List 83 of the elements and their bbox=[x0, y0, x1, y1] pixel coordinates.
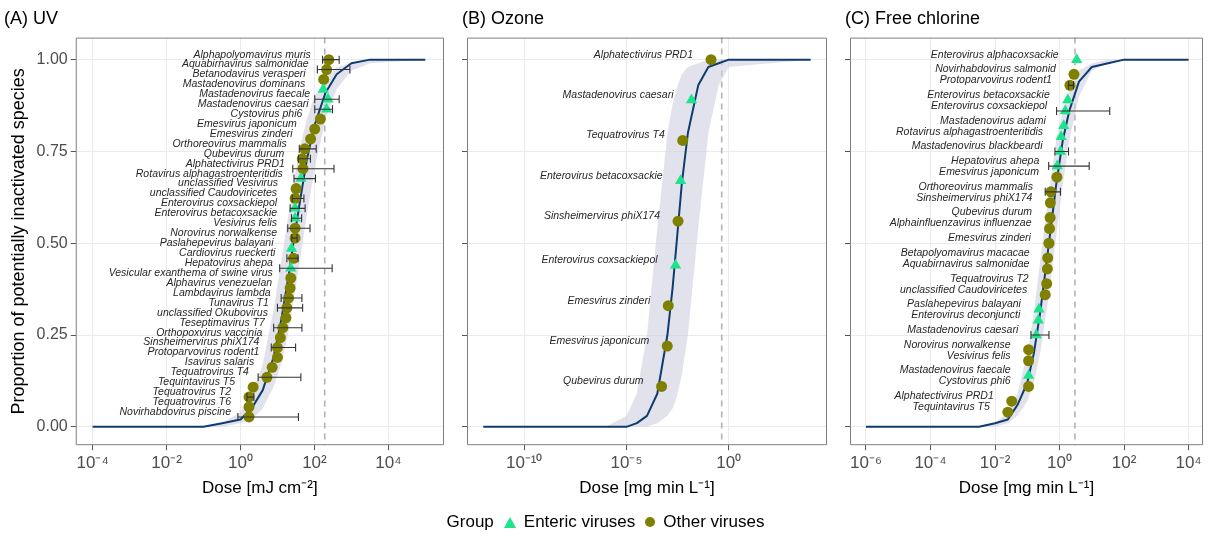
annotation: Orthoreovirus mammalis bbox=[172, 136, 288, 149]
annotation: unclassified Caudoviricetes bbox=[149, 186, 278, 199]
x-tick-label: 10⁰ bbox=[716, 453, 742, 473]
annotation: Alphatectivirus PRD1 bbox=[893, 389, 994, 402]
annotation: Sinsheimervirus phiX174 bbox=[916, 190, 1033, 203]
x-tick-label: 10⁻⁴ bbox=[76, 453, 109, 473]
annotation: Protoparvovirus rodent1 bbox=[939, 73, 1052, 86]
annotation: Tequintavirus T5 bbox=[912, 400, 990, 413]
annotation: Emesvirus japonicum bbox=[549, 333, 650, 346]
x-tick-label: 10⁴ bbox=[1175, 453, 1202, 473]
y-axis-title: Proportion of potentially inactivated species bbox=[7, 68, 28, 415]
annotation: Enterovirus coxsackiepol bbox=[541, 253, 659, 266]
annotation: Enterovirus deconjuncti bbox=[911, 308, 1021, 321]
annotation: Mastadenovirus dominans bbox=[182, 77, 307, 90]
annotation: Novirhabdovirus salmonid bbox=[935, 62, 1058, 75]
annotation: Vesivirus felis bbox=[946, 348, 1012, 361]
annotation: Isavirus salaris bbox=[184, 355, 255, 368]
annotation: Paslahepevirus balayani bbox=[907, 297, 1022, 310]
annotation: Alphainfluenzavirus influenzae bbox=[888, 216, 1032, 229]
annotation: Enterovirus coxsackiepol bbox=[931, 98, 1048, 111]
annotation: Cystovirus phi6 bbox=[938, 374, 1011, 387]
chart-title: (C) Free chlorine bbox=[845, 7, 981, 28]
annotation: Mastadenovirus adami bbox=[940, 113, 1047, 126]
annotation: unclassified Okubovirus bbox=[157, 305, 269, 318]
annotation: Protoparvovirus rodent1 bbox=[147, 345, 260, 358]
annotation: Enterovirus alphacoxsackie bbox=[930, 47, 1059, 60]
annotation: Enterovirus betacoxsackie bbox=[927, 87, 1050, 100]
y-tick-label: 0.00 bbox=[36, 417, 68, 435]
annotation: Tequatrovirus T2 bbox=[950, 271, 1029, 284]
annotation: Tunavirus T1 bbox=[208, 295, 269, 308]
annotation: Sinsheimervirus phiX174 bbox=[543, 209, 661, 222]
annotation: Paslahepevirus balayani bbox=[159, 236, 275, 249]
annotation: Qubevirus durum bbox=[563, 374, 644, 387]
annotation: Norovirus norwalkense bbox=[903, 337, 1011, 350]
annotation: Vesicular exanthema of swine virus bbox=[108, 266, 274, 279]
annotation: Mastadenovirus blackbeardi bbox=[911, 139, 1044, 152]
annotation: Tequatrovirus T4 bbox=[170, 365, 250, 378]
annotation: Hepatovirus ahepa bbox=[951, 154, 1040, 167]
legend-label: Other viruses bbox=[663, 512, 765, 532]
annotation: Tequatrovirus T4 bbox=[586, 128, 665, 141]
legend-label: Enteric viruses bbox=[523, 512, 636, 532]
annotation: Alphapolyomavirus muris bbox=[192, 47, 312, 60]
annotation: Emesvirus zinderi bbox=[567, 293, 651, 306]
x-tick-label: 10⁻⁵ bbox=[610, 453, 643, 473]
chart-title: (B) Ozone bbox=[462, 7, 545, 28]
x-tick-label: 10² bbox=[302, 453, 328, 473]
x-tick-label: 10⁻⁴ bbox=[914, 453, 947, 473]
annotation: Orthoreovirus mammalis bbox=[918, 179, 1034, 192]
x-tick-label: 10⁻² bbox=[979, 453, 1011, 473]
x-tick-label: 10⁻² bbox=[151, 453, 183, 473]
x-tick-label: 10⁻¹⁰ bbox=[505, 453, 543, 473]
annotation: Hepatovirus ahepa bbox=[184, 256, 273, 269]
x-tick-label: 10⁰ bbox=[228, 453, 253, 473]
x-tick-label: 10⁴ bbox=[375, 453, 402, 473]
y-tick-label: 1.00 bbox=[36, 50, 68, 68]
annotation: Mastadenovirus caesari bbox=[197, 97, 310, 110]
y-tick-label: 0.25 bbox=[36, 325, 68, 343]
x-axis-title: Dose [mg min L⁻¹] bbox=[958, 478, 1095, 498]
annotation: Qubevirus durum bbox=[951, 205, 1033, 218]
annotation: Emesvirus japonicum bbox=[939, 165, 1040, 178]
annotation: Enterovirus coxsackiepol bbox=[160, 196, 278, 209]
y-tick-label: 0.50 bbox=[36, 233, 68, 251]
annotation: Mastadenovirus faecale bbox=[199, 87, 311, 100]
annotation: Betapolyomavirus macacae bbox=[900, 245, 1030, 258]
annotation: Enterovirus betacoxsackie bbox=[540, 168, 663, 181]
annotation: Rotavirus alphagastroenteritidis bbox=[896, 124, 1044, 137]
x-tick-label: 10² bbox=[1111, 453, 1137, 473]
annotation: Mastadenovirus faecale bbox=[899, 363, 1011, 376]
y-tick-label: 0.75 bbox=[36, 141, 68, 159]
x-tick-label: 10⁰ bbox=[1047, 453, 1072, 473]
chart-title: (A) UV bbox=[4, 7, 58, 28]
annotation: Vesivirus felis bbox=[213, 216, 278, 229]
x-axis-title: Dose [mg min L⁻¹] bbox=[579, 478, 715, 498]
annotation: Mastadenovirus caesari bbox=[907, 322, 1019, 335]
x-tick-label: 10⁻⁶ bbox=[850, 453, 882, 473]
annotation: Enterovirus betacoxsackie bbox=[154, 206, 278, 219]
annotation: Alphatectivirus PRD1 bbox=[592, 47, 694, 60]
annotation: Norovirus norwalkense bbox=[170, 226, 278, 239]
legend-title: Group bbox=[446, 512, 494, 532]
x-axis-title: Dose [mJ cm⁻²] bbox=[202, 478, 318, 498]
annotation: Emesvirus zinderi bbox=[948, 231, 1032, 244]
annotation: Mastadenovirus caesari bbox=[562, 87, 675, 100]
annotation: unclassified Caudoviricetes bbox=[899, 282, 1028, 295]
